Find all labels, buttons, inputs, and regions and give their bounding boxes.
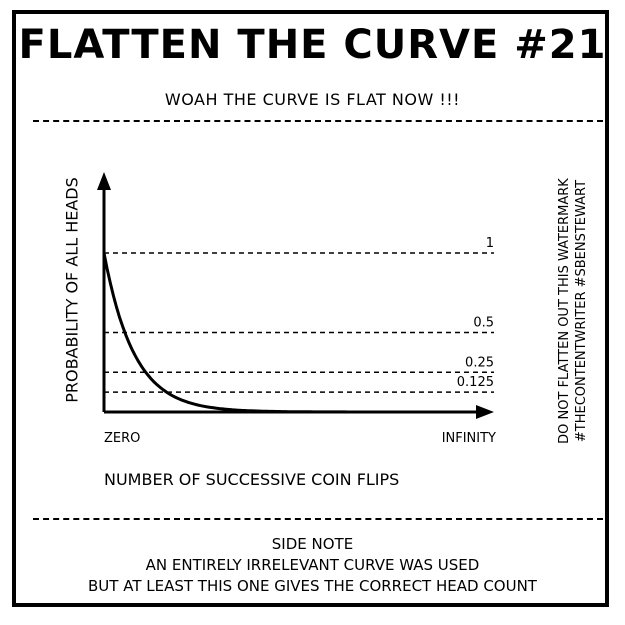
watermark: DO NOT FLATTEN OUT THIS WATERMARK #THECO… [556, 178, 590, 444]
side-note: SIDE NOTE AN ENTIRELY IRRELEVANT CURVE W… [0, 534, 625, 597]
x-axis-arrow [476, 405, 494, 419]
reference-label-0: 1 [486, 236, 494, 251]
x-axis-label: NUMBER OF SUCCESSIVE COIN FLIPS [104, 470, 400, 489]
x-tick-zero: ZERO [104, 431, 140, 446]
reference-label-3: 0.125 [457, 375, 494, 390]
y-axis-arrow [97, 172, 111, 190]
reference-label-1: 0.5 [473, 316, 494, 331]
x-tick-infinity: INFINITY [442, 431, 496, 446]
top-divider [33, 120, 603, 122]
series-line [102, 252, 479, 414]
page-title: FLATTEN THE CURVE #21 [18, 22, 607, 68]
side-note-line-1: AN ENTIRELY IRRELEVANT CURVE WAS USED [145, 556, 480, 574]
comic-frame [12, 10, 609, 607]
watermark-line-1: DO NOT FLATTEN OUT THIS WATERMARK [557, 178, 572, 444]
watermark-line-2: #THECONTENTWRITER #SBENSTEWART [574, 179, 589, 443]
y-axis-label: PROBABILITY OF ALL HEADS [62, 177, 82, 403]
side-note-line-2: BUT AT LEAST THIS ONE GIVES THE CORRECT … [88, 577, 537, 595]
reference-label-2: 0.25 [465, 355, 494, 370]
side-note-heading: SIDE NOTE [271, 535, 354, 553]
bottom-divider [33, 518, 603, 520]
page-subtitle: WOAH THE CURVE IS FLAT NOW !!! [164, 90, 461, 109]
reference-lines: 1 0.5 0.25 0.125 [104, 236, 494, 393]
